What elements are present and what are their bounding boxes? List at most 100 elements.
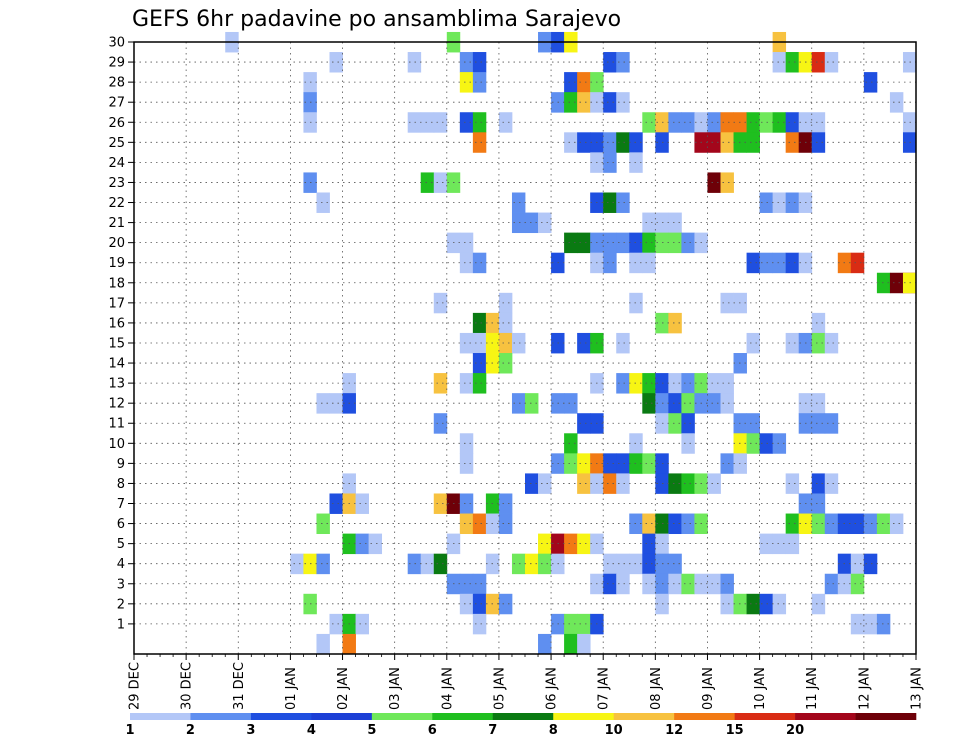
heatmap-cell [564, 633, 578, 655]
heatmap-cell [472, 332, 487, 354]
heatmap-cell [824, 332, 839, 354]
heatmap-cell [668, 212, 682, 234]
heatmap-cell [863, 72, 878, 93]
y-tick-label: 9 [117, 457, 125, 472]
heatmap-cell [472, 593, 487, 615]
heatmap-cell [538, 212, 552, 234]
colorbar-label: 3 [246, 723, 255, 738]
heatmap-cell [707, 373, 721, 394]
heatmap-cell [642, 453, 656, 474]
heatmap-cell [850, 573, 865, 595]
heatmap-cell [707, 473, 721, 494]
heatmap-cell [668, 112, 682, 133]
heatmap-cell [668, 232, 682, 254]
heatmap-cell [511, 192, 526, 213]
heatmap-cell [889, 92, 904, 113]
heatmap-cell [811, 513, 826, 535]
heatmap-cell [420, 553, 435, 575]
heatmap-cell [472, 132, 487, 153]
heatmap-cell [811, 413, 826, 434]
heatmap-cell [603, 232, 617, 254]
colorbar-swatch [432, 713, 494, 720]
colorbar-swatch [795, 713, 856, 720]
heatmap-cell [616, 192, 630, 213]
heatmap-cell [564, 613, 578, 635]
heatmap-cell [707, 573, 721, 595]
heatmap-cell [785, 332, 800, 354]
heatmap-cell [746, 413, 760, 434]
heatmap-cell [681, 433, 695, 454]
heatmap-cell [785, 132, 800, 153]
heatmap-cell [329, 493, 343, 514]
heatmap-cell [577, 92, 591, 113]
heatmap-cell [316, 513, 330, 535]
x-tick-label: 10 JAN [753, 667, 768, 710]
heatmap-cell [668, 513, 682, 535]
heatmap-cell [498, 292, 513, 314]
colorbar-label: 4 [307, 723, 316, 738]
heatmap-cell [577, 232, 591, 254]
heatmap-cell [681, 112, 695, 133]
heatmap-cell [824, 573, 839, 595]
y-tick-label: 10 [108, 437, 125, 452]
colorbar-label: 15 [726, 723, 744, 738]
heatmap-cell [616, 373, 630, 394]
heatmap-cell [355, 533, 369, 555]
heatmap-cell [863, 553, 878, 575]
heatmap-cell [850, 613, 865, 635]
heatmap-cell [824, 52, 839, 73]
heatmap-cell [616, 52, 630, 73]
heatmap-cell [616, 553, 630, 575]
heatmap-cell [459, 433, 474, 454]
heatmap-cell [603, 473, 617, 494]
heatmap-cell [498, 513, 513, 535]
heatmap-cell [407, 112, 422, 133]
y-tick-label: 3 [117, 577, 125, 592]
x-tick-label: 13 JAN [910, 667, 925, 710]
heatmap-cell [720, 172, 734, 193]
x-tick-label: 29 DEC [128, 662, 143, 710]
heatmap-cell [863, 513, 878, 535]
heatmap-cell [811, 132, 826, 153]
heatmap-cell [329, 52, 343, 73]
y-tick-label: 28 [108, 76, 125, 91]
heatmap-cell [290, 553, 304, 575]
heatmap-cell [681, 393, 695, 414]
heatmap-cell [681, 413, 695, 434]
colorbar-swatch [311, 713, 373, 720]
heatmap-cell [511, 212, 526, 234]
heatmap-cell [538, 533, 552, 555]
heatmap-cell [329, 613, 343, 635]
heatmap-cell [472, 613, 487, 635]
heatmap-cell [459, 373, 474, 394]
y-tick-label: 1 [117, 617, 125, 632]
colorbar-swatch [190, 713, 252, 720]
y-tick-label: 27 [108, 96, 125, 111]
x-tick-label: 31 DEC [232, 662, 247, 710]
y-tick-label: 6 [117, 517, 125, 532]
y-tick-label: 17 [108, 296, 125, 311]
heatmap-cell [433, 292, 448, 314]
heatmap-cell [603, 453, 617, 474]
heatmap-cell [577, 633, 591, 655]
heatmap-cell [577, 332, 591, 354]
heatmap-cell [642, 232, 656, 254]
heatmap-cell [329, 393, 343, 414]
heatmap-cell [433, 112, 448, 133]
x-axis-ticks: 29 DEC 30 DEC 31 DEC 01 JAN 02 JAN 03 JAN 04 J… [128, 654, 925, 710]
heatmap-cell [472, 52, 487, 73]
colorbar-swatch [492, 713, 554, 720]
x-tick-label: 12 JAN [857, 667, 872, 710]
y-tick-label: 20 [108, 236, 125, 251]
heatmap-cell [564, 393, 578, 414]
heatmap-cell [472, 353, 487, 374]
colorbar-label: 20 [786, 723, 804, 738]
heatmap-cell [420, 112, 435, 133]
heatmap-cell [616, 232, 630, 254]
heatmap-cell [577, 132, 591, 153]
heatmap-cell [577, 613, 591, 635]
heatmap-cell [577, 413, 591, 434]
heatmap-cell [720, 573, 734, 595]
colorbar-label: 6 [428, 723, 437, 738]
heatmap-cell [459, 493, 474, 514]
